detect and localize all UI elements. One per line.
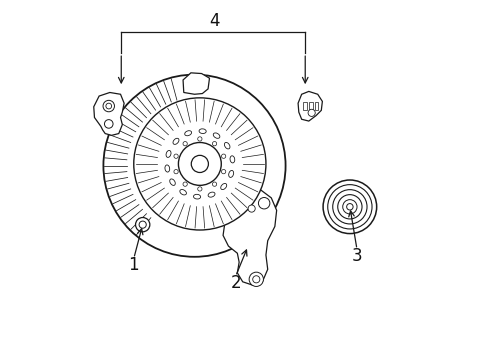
FancyBboxPatch shape — [314, 103, 318, 111]
Ellipse shape — [228, 170, 233, 177]
Circle shape — [221, 170, 225, 174]
Polygon shape — [94, 93, 124, 135]
Polygon shape — [298, 91, 322, 121]
Ellipse shape — [173, 138, 179, 144]
Ellipse shape — [164, 165, 169, 172]
Text: 3: 3 — [351, 247, 362, 265]
Ellipse shape — [199, 129, 206, 134]
Circle shape — [135, 217, 149, 232]
Circle shape — [174, 154, 178, 158]
Circle shape — [342, 200, 356, 214]
Text: 2: 2 — [230, 274, 241, 292]
Ellipse shape — [224, 143, 229, 149]
Circle shape — [103, 75, 285, 257]
Polygon shape — [223, 184, 276, 285]
Circle shape — [134, 98, 265, 230]
Circle shape — [247, 205, 255, 212]
Ellipse shape — [180, 189, 186, 195]
Polygon shape — [183, 73, 209, 94]
Circle shape — [174, 170, 178, 174]
Circle shape — [323, 180, 376, 234]
Ellipse shape — [229, 156, 234, 163]
Circle shape — [332, 190, 366, 224]
Circle shape — [258, 198, 269, 209]
Circle shape — [106, 103, 111, 109]
Circle shape — [178, 143, 221, 185]
Text: 1: 1 — [128, 256, 139, 274]
Circle shape — [212, 141, 216, 146]
Text: 4: 4 — [208, 12, 219, 30]
Circle shape — [212, 182, 216, 186]
Circle shape — [248, 272, 263, 287]
FancyBboxPatch shape — [303, 103, 306, 111]
Circle shape — [183, 141, 187, 146]
Circle shape — [252, 276, 259, 283]
Ellipse shape — [220, 184, 226, 190]
Circle shape — [139, 221, 146, 228]
Circle shape — [327, 185, 371, 229]
Ellipse shape — [213, 133, 220, 138]
Circle shape — [337, 195, 361, 219]
Ellipse shape — [166, 150, 171, 157]
Ellipse shape — [193, 194, 200, 199]
Ellipse shape — [184, 131, 191, 136]
Circle shape — [183, 182, 187, 186]
Circle shape — [221, 154, 225, 158]
Circle shape — [307, 109, 315, 116]
Circle shape — [103, 100, 114, 112]
Circle shape — [104, 120, 113, 128]
Circle shape — [197, 187, 202, 191]
Ellipse shape — [208, 192, 215, 197]
FancyBboxPatch shape — [308, 103, 312, 111]
Circle shape — [191, 156, 208, 172]
Ellipse shape — [169, 179, 175, 185]
Circle shape — [346, 203, 352, 210]
Circle shape — [197, 137, 202, 141]
